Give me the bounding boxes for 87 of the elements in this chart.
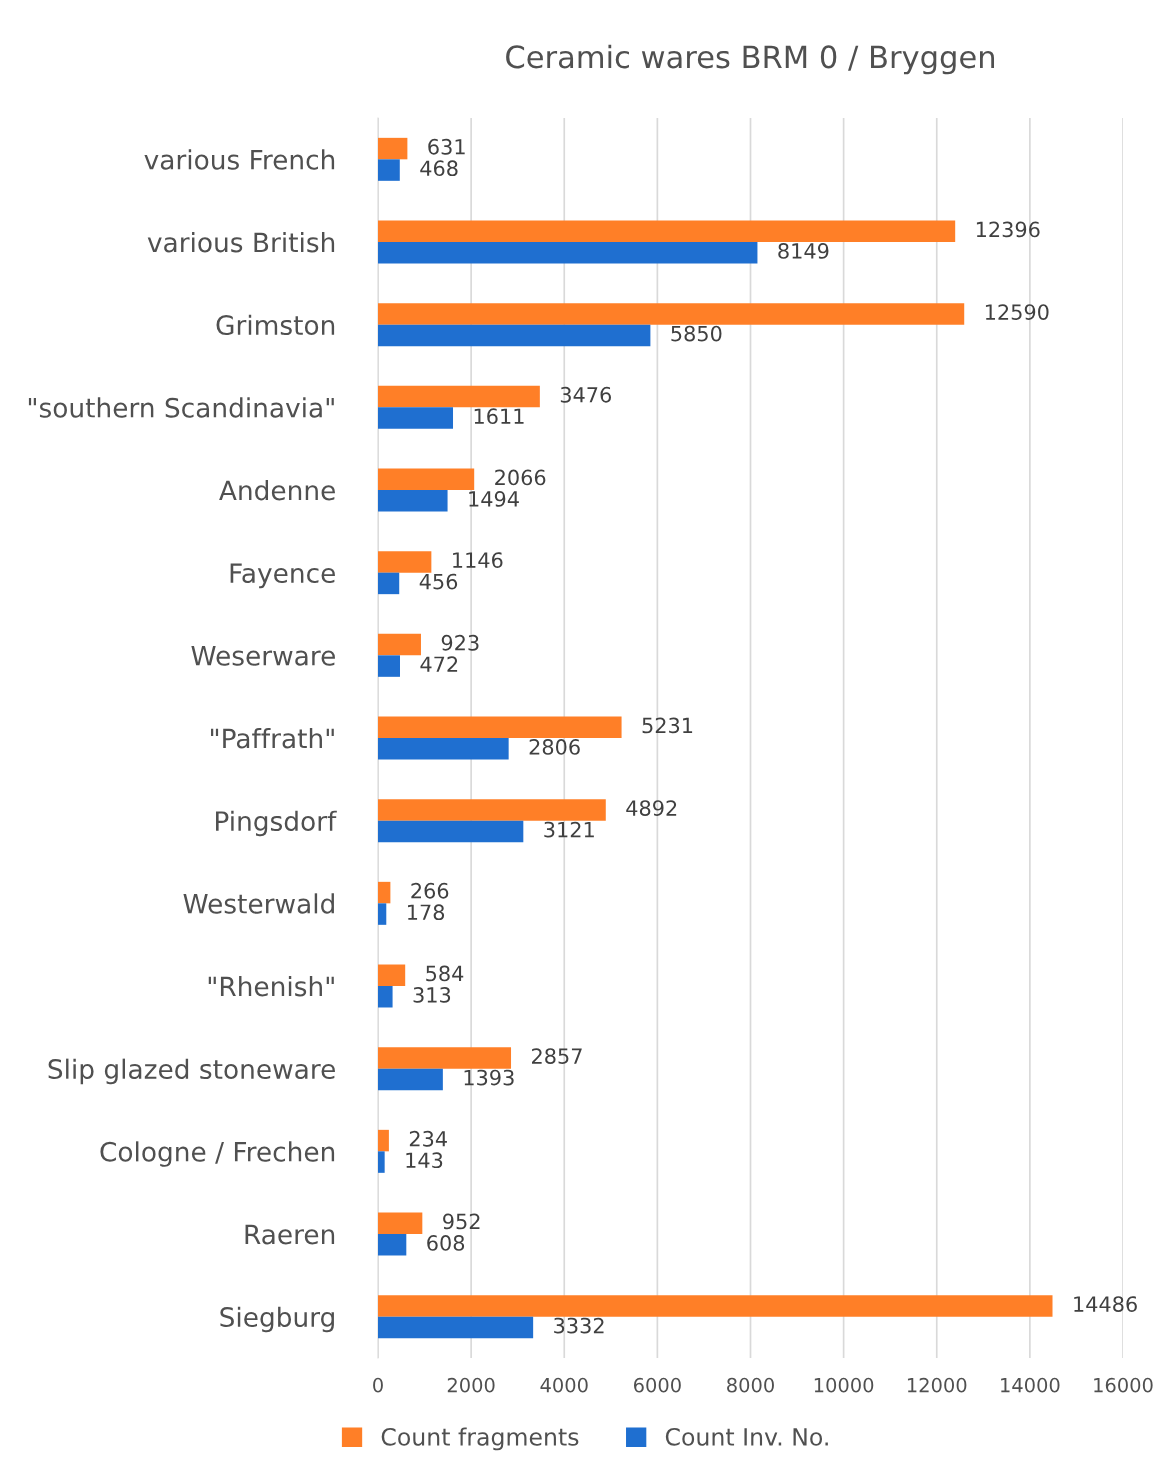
x-tick-label: 16000 [1094, 1377, 1153, 1393]
y-tick-label: Grimston [216, 314, 335, 336]
bar [378, 1212, 423, 1234]
bar [378, 159, 400, 181]
y-tick-label: Raeren [245, 1224, 335, 1245]
data-label: 234 [409, 1130, 447, 1147]
data-label: 178 [408, 904, 445, 921]
y-tick-label: "southern Scandinavia" [28, 397, 334, 418]
data-label: 12590 [985, 304, 1049, 320]
bar [378, 633, 421, 656]
data-label: 8149 [778, 243, 829, 259]
bar [378, 1151, 385, 1173]
y-tick-label: various French [144, 149, 335, 170]
y-tick-label: Weserware [191, 646, 335, 666]
data-label: 14486 [1074, 1296, 1137, 1312]
data-label: 456 [419, 573, 458, 590]
data-label: 5850 [671, 325, 722, 342]
y-tick-label: Westerwald [183, 893, 334, 914]
y-tick-label: Pingsdorf [216, 810, 337, 837]
bar [378, 242, 758, 264]
legend-label: Count Inv. No. [665, 1427, 828, 1446]
data-label: 923 [441, 634, 479, 651]
data-label: 1146 [453, 552, 503, 568]
legend-label: Count fragments [381, 1427, 579, 1451]
bar [378, 655, 400, 677]
y-tick-label: various British [147, 231, 335, 253]
x-tick-label: 14000 [1001, 1377, 1060, 1393]
bar [378, 799, 606, 821]
bar [378, 881, 391, 904]
x-tick-label: 2000 [447, 1377, 495, 1393]
data-label: 584 [426, 965, 464, 982]
bar [378, 1129, 389, 1152]
bar [378, 572, 400, 595]
data-label: 952 [443, 1213, 480, 1230]
data-label: 608 [427, 1235, 465, 1251]
bar [378, 1316, 534, 1339]
y-tick-label: "Rhenish" [208, 975, 334, 997]
data-label: 1494 [469, 491, 519, 507]
data-label: 5231 [642, 717, 693, 734]
x-tick-label: 10000 [814, 1377, 874, 1393]
bar [378, 820, 524, 843]
bar [378, 324, 651, 347]
data-label: 3121 [544, 821, 594, 838]
data-label: 266 [411, 882, 449, 899]
y-tick-label: Andenne [219, 479, 335, 501]
data-label: 1611 [474, 408, 524, 425]
data-label: 313 [413, 987, 451, 1003]
bar [378, 986, 393, 1008]
bar [378, 1295, 1053, 1317]
bar [378, 468, 475, 490]
data-label: 1393 [464, 1069, 514, 1086]
data-label: 4892 [626, 800, 677, 816]
y-tick-label: Fayence [230, 563, 335, 589]
x-tick-label: 0 [373, 1377, 383, 1393]
bar [378, 903, 387, 925]
data-label: 468 [420, 160, 458, 177]
bar [378, 738, 509, 760]
bar [378, 220, 956, 242]
data-label: 472 [420, 656, 458, 672]
chart-title: Ceramic wares BRM 0 / Bryggen [506, 44, 995, 75]
bar [378, 137, 408, 160]
bar [378, 490, 448, 512]
data-label: 2806 [529, 739, 580, 755]
bar [378, 1047, 512, 1069]
y-tick-label: Slip glazed stoneware [48, 1058, 335, 1085]
data-label: 3332 [554, 1317, 604, 1334]
data-label: 3476 [560, 386, 611, 403]
x-tick-label: 12000 [907, 1377, 967, 1393]
bar [378, 1068, 443, 1091]
bar [378, 385, 540, 408]
bar [378, 716, 622, 738]
bar [378, 551, 432, 573]
data-label: 2066 [495, 469, 546, 486]
bar [378, 303, 965, 325]
data-label: 2857 [532, 1048, 582, 1064]
y-tick-label: Cologne / Frechen [100, 1141, 335, 1167]
y-tick-label: "Paffrath" [211, 727, 334, 749]
data-label: 631 [428, 138, 465, 155]
x-tick-label: 4000 [540, 1377, 588, 1393]
bar [378, 1234, 407, 1256]
x-tick-label: 6000 [633, 1377, 681, 1393]
data-label: 143 [406, 1152, 443, 1169]
y-tick-label: Siegburg [220, 1306, 334, 1333]
x-tick-label: 8000 [727, 1377, 774, 1393]
bar [378, 964, 406, 986]
bar [378, 407, 454, 429]
data-label: 12396 [976, 221, 1040, 238]
